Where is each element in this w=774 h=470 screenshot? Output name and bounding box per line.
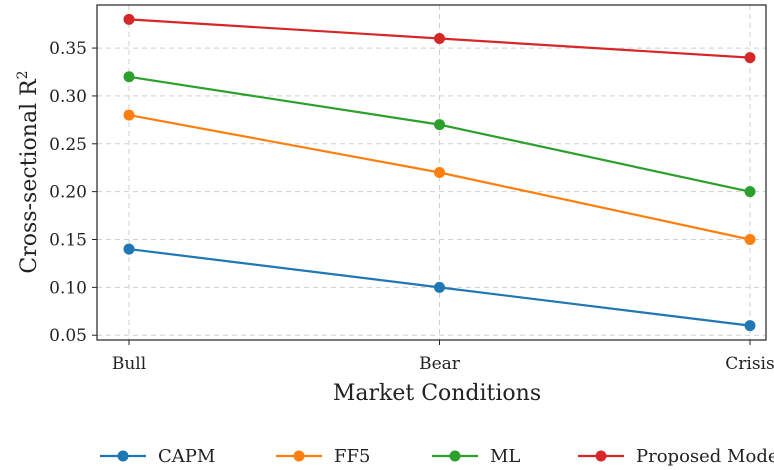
data-point-1-1 xyxy=(434,167,445,178)
data-point-0-2 xyxy=(744,320,756,332)
x-axis-ticks: Bull Bear Crisis xyxy=(112,340,774,374)
y-tick-label-5: 0.30 xyxy=(49,87,87,107)
legend-label-1: FF5 xyxy=(334,446,370,467)
x-tick-label-2: Crisis xyxy=(725,354,774,374)
y-tick-label-4: 0.25 xyxy=(49,135,87,155)
plot-frame xyxy=(96,4,767,341)
data-point-3-0 xyxy=(123,13,135,25)
data-point-0-0 xyxy=(123,243,135,255)
legend-label-2: ML xyxy=(490,446,520,467)
legend: CAPM FF5 ML Proposed Model xyxy=(100,446,774,467)
data-point-1-0 xyxy=(123,109,135,121)
x-tick-label-0: Bull xyxy=(112,354,146,374)
y-axis-label-superscript: 2 xyxy=(15,70,31,79)
x-tick-label-1: Bear xyxy=(419,354,461,374)
legend-marker-2 xyxy=(449,450,461,462)
data-point-3-1 xyxy=(434,33,445,44)
y-axis-label: Cross-sectional R2 xyxy=(15,70,42,273)
legend-marker-1 xyxy=(293,450,305,462)
series-layer xyxy=(123,13,756,332)
y-tick-label-0: 0.05 xyxy=(49,326,87,346)
x-axis-label: Market Conditions xyxy=(333,381,541,406)
legend-label-3: Proposed Model xyxy=(636,446,774,467)
legend-label-0: CAPM xyxy=(158,446,215,467)
y-axis-ticks: 0.05 0.10 0.15 0.20 0.25 0.30 0.35 xyxy=(49,39,97,346)
y-tick-label-3: 0.20 xyxy=(49,183,87,203)
data-point-0-1 xyxy=(434,281,445,293)
y-tick-label-2: 0.15 xyxy=(49,231,87,251)
data-point-1-2 xyxy=(744,234,756,245)
legend-marker-0 xyxy=(117,450,129,462)
y-tick-label-6: 0.35 xyxy=(49,39,87,59)
y-axis-label-main: Cross-sectional R xyxy=(17,78,42,274)
data-point-2-1 xyxy=(434,119,445,131)
data-point-3-2 xyxy=(744,52,756,64)
data-point-2-0 xyxy=(123,71,135,83)
data-point-2-2 xyxy=(744,186,756,198)
legend-marker-3 xyxy=(595,450,607,462)
y-tick-label-1: 0.10 xyxy=(49,278,87,298)
